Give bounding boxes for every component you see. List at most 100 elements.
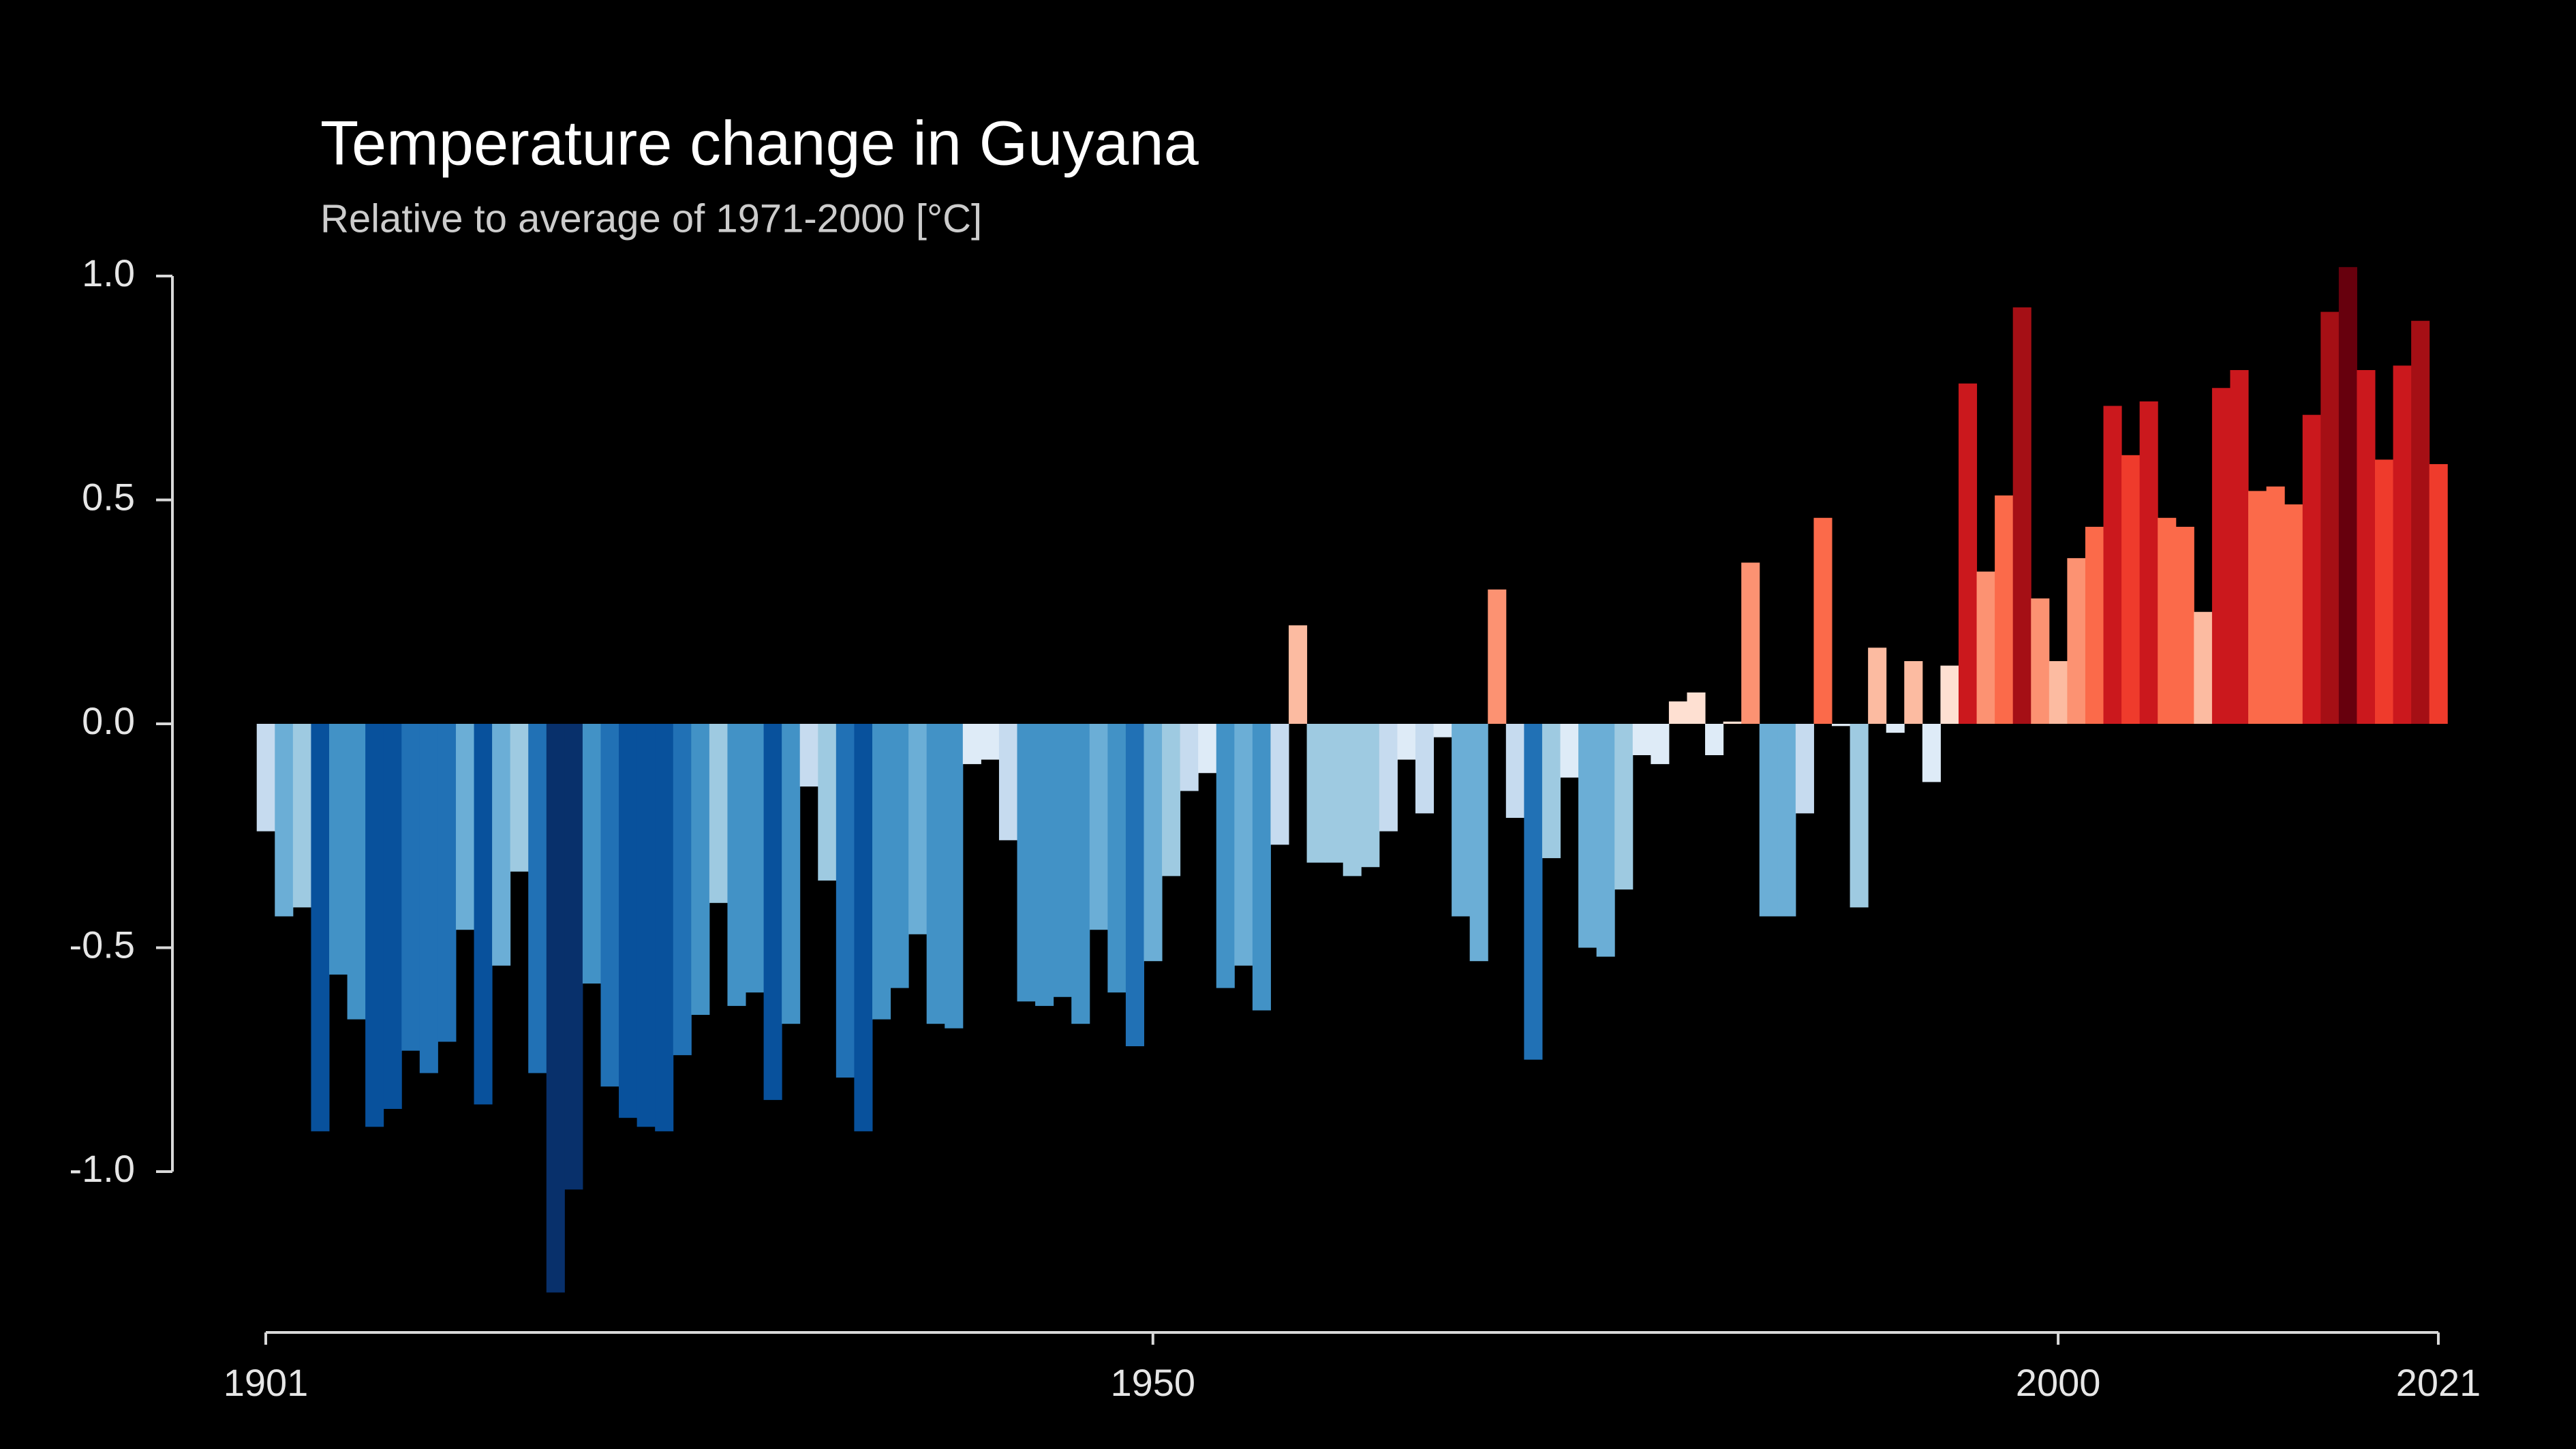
bar xyxy=(1415,724,1435,814)
bar xyxy=(2375,459,2394,724)
bar xyxy=(1705,724,1724,755)
bar xyxy=(1868,647,1887,724)
chart-subtitle: Relative to average of 1971-2000 [°C] xyxy=(320,196,982,241)
bar xyxy=(1180,724,1199,791)
bar xyxy=(2429,463,2448,724)
bar xyxy=(1234,724,1253,966)
bar xyxy=(1976,571,1995,724)
bar xyxy=(1614,724,1634,890)
bar xyxy=(2139,401,2158,724)
y-tick-label: 0.5 xyxy=(82,475,135,518)
bar xyxy=(2248,491,2267,724)
bar xyxy=(1995,495,2014,724)
bar xyxy=(1162,724,1181,876)
bar xyxy=(945,724,964,1028)
bar xyxy=(1759,724,1778,917)
chart-title: Temperature change in Guyana xyxy=(320,108,1199,178)
bar xyxy=(474,724,493,1105)
bar xyxy=(2103,406,2122,724)
bar xyxy=(1071,724,1090,1024)
bar xyxy=(2320,311,2340,724)
bar xyxy=(1433,724,1452,737)
bar xyxy=(872,724,891,1020)
bar xyxy=(1144,724,1163,962)
bar xyxy=(2230,369,2249,724)
bar xyxy=(1469,724,1488,962)
bar xyxy=(2012,307,2031,724)
bar xyxy=(1216,724,1235,988)
bar xyxy=(2338,266,2357,724)
bar xyxy=(2049,661,2068,724)
bar xyxy=(2357,369,2376,724)
bar xyxy=(962,724,981,765)
y-tick-label: -0.5 xyxy=(70,923,136,966)
bar xyxy=(1832,724,1851,727)
bar xyxy=(1053,724,1072,997)
bar xyxy=(2085,526,2104,724)
y-tick-label: 1.0 xyxy=(82,251,135,294)
bar xyxy=(256,724,275,832)
bar xyxy=(655,724,674,1131)
bar xyxy=(1813,517,1833,724)
bar xyxy=(1632,724,1651,755)
bar xyxy=(419,724,438,1073)
bar xyxy=(1035,724,1054,1006)
bar xyxy=(1505,724,1524,818)
bar xyxy=(2031,598,2050,724)
bar xyxy=(691,724,710,1016)
bar xyxy=(546,724,565,1293)
bar xyxy=(1795,724,1814,814)
bar xyxy=(1252,724,1271,1011)
bar xyxy=(2284,504,2303,724)
bar xyxy=(673,724,692,1056)
bar xyxy=(2194,611,2213,724)
bar xyxy=(1958,383,1978,724)
bar xyxy=(998,724,1018,840)
bar xyxy=(1017,724,1036,1002)
bar xyxy=(709,724,728,903)
bar xyxy=(746,724,765,993)
bar xyxy=(1542,724,1561,859)
bar xyxy=(1687,692,1706,724)
bar xyxy=(637,724,656,1127)
bar xyxy=(1089,724,1108,930)
bar xyxy=(401,724,420,1051)
bar xyxy=(1850,724,1869,908)
y-tick-label: -1.0 xyxy=(70,1147,136,1190)
bar xyxy=(763,724,782,1100)
bar xyxy=(328,724,348,975)
bar xyxy=(1596,724,1615,957)
bar xyxy=(1524,724,1543,1060)
bar xyxy=(1723,721,1742,724)
bar xyxy=(1397,724,1416,760)
bar xyxy=(292,724,311,908)
bar xyxy=(1560,724,1579,778)
bar xyxy=(1343,724,1362,876)
bar xyxy=(1651,724,1670,765)
bar xyxy=(727,724,746,1006)
bar xyxy=(564,724,583,1190)
bar xyxy=(1922,724,1941,782)
bar xyxy=(365,724,384,1127)
bar xyxy=(1904,661,1923,724)
bar xyxy=(2175,526,2194,724)
bar xyxy=(311,724,330,1131)
x-tick-label: 2000 xyxy=(2016,1361,2101,1404)
bar xyxy=(1886,724,1905,733)
bar xyxy=(383,724,402,1110)
bar xyxy=(2411,320,2430,724)
bar xyxy=(1668,701,1687,724)
bar xyxy=(2393,365,2412,724)
y-tick-label: 0.0 xyxy=(82,699,135,742)
x-tick-label: 1901 xyxy=(224,1361,309,1404)
bar xyxy=(926,724,945,1024)
bar xyxy=(1488,589,1507,724)
bar xyxy=(818,724,837,881)
bar xyxy=(835,724,855,1078)
bar xyxy=(2158,517,2177,724)
bar xyxy=(1125,724,1144,1047)
bar xyxy=(1940,665,1959,724)
bar xyxy=(2121,455,2141,724)
bar xyxy=(1325,724,1344,863)
